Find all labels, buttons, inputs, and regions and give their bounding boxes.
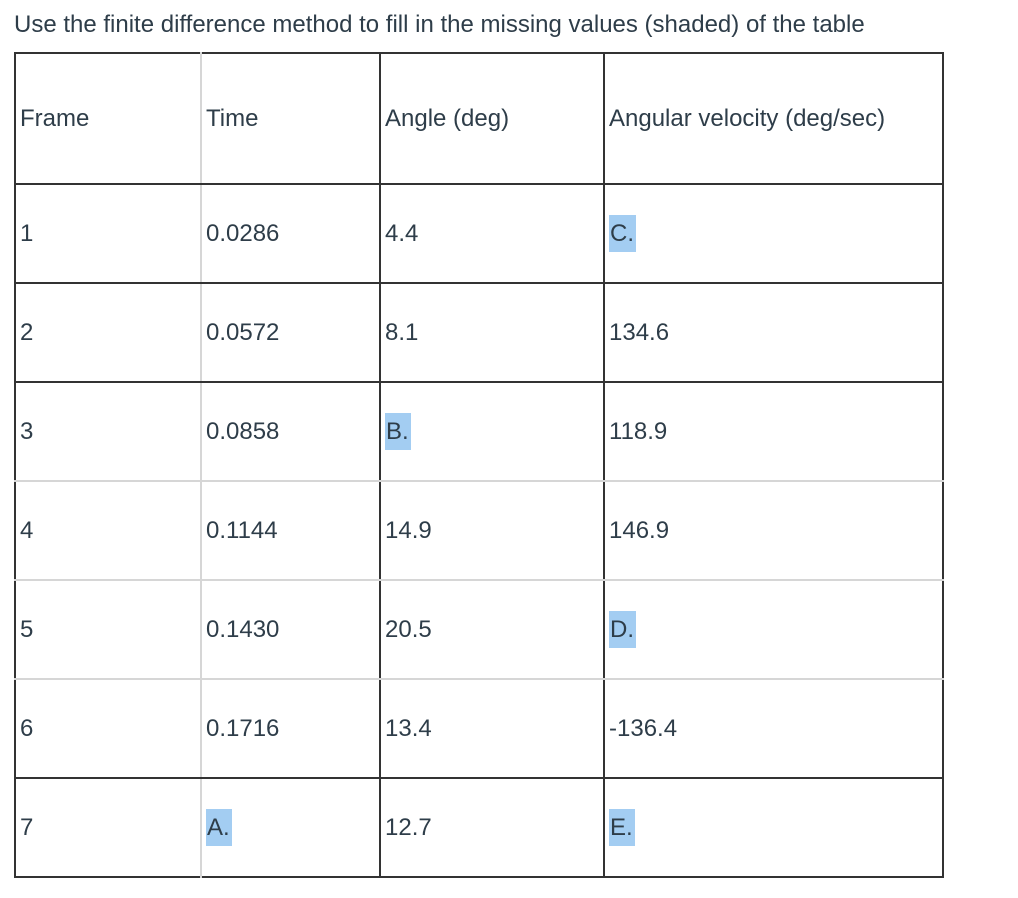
table-row-5: 5 0.1430 20.5 D. <box>15 580 943 680</box>
table-cell: -136.4 <box>604 679 943 779</box>
table-cell: D. <box>604 580 943 680</box>
cell-text: 6 <box>20 714 34 742</box>
page: Use the finite difference method to fill… <box>14 11 944 878</box>
table-cell: 4.4 <box>380 184 605 284</box>
table-cell: 6 <box>15 679 202 779</box>
table-cell: C. <box>604 184 943 284</box>
table-cell: B. <box>380 382 605 482</box>
cell-text: 0.0858 <box>206 417 280 445</box>
table-cell: 5 <box>15 580 202 680</box>
cell-text: 1 <box>20 219 34 247</box>
table-cell: 4 <box>15 481 202 581</box>
table-row-7: 7 A. 12.7 E. <box>15 778 943 877</box>
cell-text: 2 <box>20 318 34 346</box>
col-header-frame: Frame <box>15 53 202 185</box>
cell-text: 3 <box>20 417 34 445</box>
table-cell: 1 <box>15 184 202 284</box>
cell-text: 4.4 <box>385 219 419 247</box>
cell-text: 4 <box>20 516 34 544</box>
table-row-6: 6 0.1716 13.4 -136.4 <box>15 679 943 779</box>
cell-text: 0.1144 <box>206 516 278 544</box>
cell-text: 5 <box>20 615 34 643</box>
table-cell: 7 <box>15 778 202 877</box>
cell-text: 146.9 <box>609 516 670 544</box>
table-cell: 14.9 <box>380 481 605 581</box>
cell-text-blank-e: E. <box>609 808 635 846</box>
table-row-3: 3 0.0858 B. 118.9 <box>15 382 943 482</box>
table-row-1: 1 0.0286 4.4 C. <box>15 184 943 284</box>
cell-text-blank-c: C. <box>609 214 636 252</box>
table-cell: 0.1716 <box>201 679 381 779</box>
cell-text-blank-b: B. <box>385 412 411 450</box>
table-cell: 0.0858 <box>201 382 381 482</box>
col-header-time: Time <box>201 53 381 185</box>
table-cell: 2 <box>15 283 202 383</box>
cell-text: 134.6 <box>609 318 670 346</box>
table-cell: 134.6 <box>604 283 943 383</box>
cell-text: 0.1716 <box>206 714 280 742</box>
table-cell: 0.1144 <box>201 481 381 581</box>
cell-text-blank-a: A. <box>206 808 232 846</box>
header-row: Frame Time Angle (deg) Angular velocity … <box>15 53 943 185</box>
table-cell: 12.7 <box>380 778 605 877</box>
table-cell: 146.9 <box>604 481 943 581</box>
cell-text-blank-d: D. <box>609 610 636 648</box>
question-title: Use the finite difference method to fill… <box>14 11 865 38</box>
col-header-angular-velocity: Angular velocity (deg/sec) <box>604 53 943 185</box>
cell-text: 14.9 <box>385 516 432 544</box>
cell-text: 0.1430 <box>206 615 280 643</box>
cell-text: 118.9 <box>609 417 668 445</box>
table-cell: 13.4 <box>380 679 605 779</box>
table-cell: 0.1430 <box>201 580 381 680</box>
cell-text: 12.7 <box>385 813 432 841</box>
table-cell: 3 <box>15 382 202 482</box>
cell-text: 8.1 <box>385 318 419 346</box>
cell-text: 13.4 <box>385 714 432 742</box>
table-cell: E. <box>604 778 943 877</box>
cell-text: 20.5 <box>385 615 432 643</box>
table-cell: 0.0286 <box>201 184 381 284</box>
table-cell: 20.5 <box>380 580 605 680</box>
table-cell: A. <box>201 778 381 877</box>
table-row-4: 4 0.1144 14.9 146.9 <box>15 481 943 581</box>
cell-text: 7 <box>20 813 34 841</box>
col-header-angle: Angle (deg) <box>380 53 605 185</box>
cell-text: 0.0572 <box>206 318 280 346</box>
table-row-2: 2 0.0572 8.1 134.6 <box>15 283 943 383</box>
finite-difference-table: Frame Time Angle (deg) Angular velocity … <box>14 52 944 878</box>
cell-text: -136.4 <box>609 714 678 742</box>
table-cell: 8.1 <box>380 283 605 383</box>
table-cell: 0.0572 <box>201 283 381 383</box>
table-cell: 118.9 <box>604 382 943 482</box>
cell-text: 0.0286 <box>206 219 280 247</box>
